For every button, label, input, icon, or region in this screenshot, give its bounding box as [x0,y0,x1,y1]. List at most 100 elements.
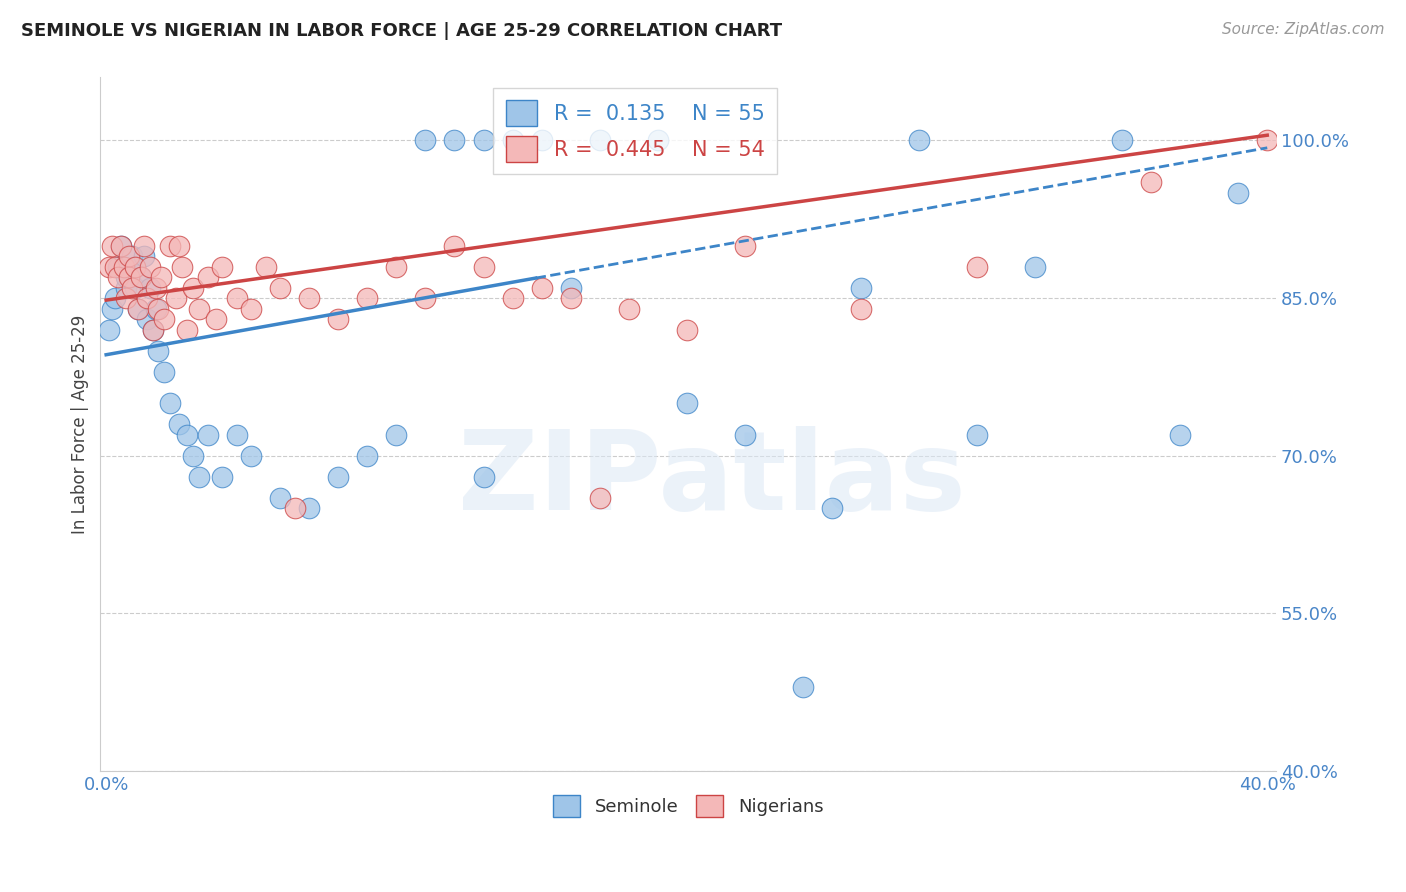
Point [127,301,149,316]
Point [588,491,610,505]
Point [159,396,181,410]
Point [138,260,160,274]
Point [415,291,437,305]
Point [129,270,152,285]
Point [211,260,233,274]
Point [197,270,219,285]
Point [101,301,124,316]
Point [188,469,211,483]
Point [675,322,697,336]
Point [153,365,176,379]
Point [1140,176,1163,190]
Point [124,260,146,274]
Point [240,301,263,316]
Point [104,291,127,305]
Point [148,343,170,358]
Point [443,133,465,147]
Point [188,301,211,316]
Point [170,260,193,274]
Point [502,133,524,147]
Point [110,238,132,252]
Point [118,249,141,263]
Point [849,301,872,316]
Point [112,260,135,274]
Point [1024,260,1046,274]
Point [129,270,152,285]
Point [560,280,582,294]
Point [104,260,127,274]
Point [734,238,756,252]
Text: Source: ZipAtlas.com: Source: ZipAtlas.com [1222,22,1385,37]
Point [472,133,495,147]
Text: ZIPatlas: ZIPatlas [458,426,966,533]
Point [121,249,143,263]
Point [135,312,157,326]
Point [112,260,135,274]
Point [298,291,321,305]
Point [415,133,437,147]
Point [138,280,160,294]
Point [176,322,198,336]
Point [269,491,291,505]
Point [115,270,138,285]
Point [588,133,610,147]
Point [385,260,408,274]
Point [1256,133,1278,147]
Point [98,260,121,274]
Point [966,427,988,442]
Point [225,427,247,442]
Point [124,260,146,274]
Point [150,270,173,285]
Point [734,427,756,442]
Point [98,322,121,336]
Point [530,133,553,147]
Point [502,291,524,305]
Point [240,449,263,463]
Point [966,260,988,274]
Point [115,280,138,294]
Point [181,280,204,294]
Point [118,270,141,285]
Point [385,427,408,442]
Point [165,291,187,305]
Point [167,238,190,252]
Point [269,280,291,294]
Point [132,238,155,252]
Point [530,280,553,294]
Point [132,249,155,263]
Point [356,291,378,305]
Point [159,238,181,252]
Point [298,501,321,516]
Point [118,270,141,285]
Text: SEMINOLE VS NIGERIAN IN LABOR FORCE | AGE 25-29 CORRELATION CHART: SEMINOLE VS NIGERIAN IN LABOR FORCE | AG… [21,22,782,40]
Point [107,270,129,285]
Point [792,680,814,694]
Point [1111,133,1133,147]
Point [115,291,138,305]
Point [472,260,495,274]
Point [153,312,176,326]
Point [101,238,124,252]
Point [821,501,844,516]
Point [148,301,170,316]
Point [135,291,157,305]
Point [908,133,931,147]
Point [181,449,204,463]
Point [225,291,247,305]
Point [356,449,378,463]
Point [110,238,132,252]
Point [205,312,228,326]
Point [675,396,697,410]
Point [254,260,277,274]
Point [121,280,143,294]
Point [328,312,350,326]
Point [145,280,167,294]
Point [849,280,872,294]
Point [560,291,582,305]
Point [124,280,146,294]
Point [127,301,149,316]
Point [443,238,465,252]
Point [328,469,350,483]
Legend: Seminole, Nigerians: Seminole, Nigerians [546,788,831,824]
Point [647,133,669,147]
